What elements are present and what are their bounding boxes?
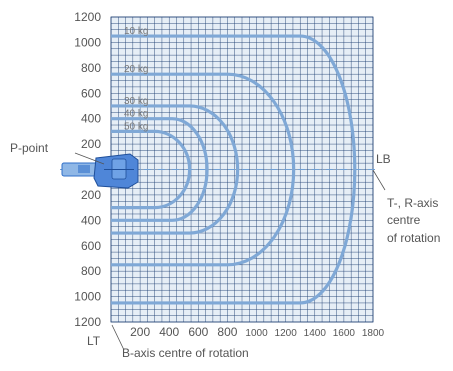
y-tick-label: 1000 xyxy=(74,290,101,304)
x-tick-label: 800 xyxy=(217,325,237,339)
p-point-pointer xyxy=(74,152,105,165)
lt-label: LT xyxy=(87,334,101,348)
load-curve xyxy=(111,117,209,222)
y-axis-ticks: 1200 1000 800 600 400 200 200 400 600 800 1000 1200 xyxy=(74,10,101,329)
t-r-axis-line-2: centre xyxy=(387,213,421,227)
t-r-axis-line-1: T-, R-axis xyxy=(387,196,438,210)
p-point-label: P-point xyxy=(10,141,49,155)
y-tick-label: 400 xyxy=(81,112,101,126)
load-curve xyxy=(111,72,296,267)
load-curve xyxy=(111,34,357,305)
x-tick-label: 200 xyxy=(130,325,150,339)
x-tick-label: 1800 xyxy=(362,328,385,339)
load-label: 30 kg xyxy=(124,96,148,107)
b-axis-label: B-axis centre of rotation xyxy=(122,346,249,360)
x-tick-label: 1600 xyxy=(333,328,356,339)
x-axis-ticks: 200 400 600 800 1000 1200 1400 1600 1800 xyxy=(130,325,384,339)
y-tick-label: 1200 xyxy=(74,315,101,329)
load-curve xyxy=(111,104,240,235)
load-curves xyxy=(111,34,357,305)
load-curve xyxy=(111,129,192,210)
y-tick-label: 800 xyxy=(81,264,101,278)
x-tick-label: 1000 xyxy=(245,328,268,339)
y-tick-label: 200 xyxy=(81,188,101,202)
t-r-axis-line-3: of rotation xyxy=(387,231,440,245)
robot-tool-icon xyxy=(61,153,139,189)
y-tick-label: 800 xyxy=(81,61,101,75)
load-label: 20 kg xyxy=(124,64,148,75)
y-tick-label: 600 xyxy=(81,86,101,100)
x-tick-label: 400 xyxy=(159,325,179,339)
load-label: 10 kg xyxy=(124,26,148,37)
y-tick-label: 400 xyxy=(81,213,101,227)
x-tick-label: 1400 xyxy=(304,328,327,339)
y-tick-label: 200 xyxy=(81,137,101,151)
load-label: 50 kg xyxy=(124,121,148,132)
b-axis-pointer xyxy=(111,324,125,351)
x-tick-label: 600 xyxy=(188,325,208,339)
load-label: 40 kg xyxy=(124,109,148,120)
t-r-axis-pointer xyxy=(372,169,386,191)
lb-label: LB xyxy=(376,152,391,166)
x-tick-label: 1200 xyxy=(275,328,298,339)
y-tick-label: 600 xyxy=(81,239,101,253)
y-tick-label: 1000 xyxy=(74,35,101,49)
y-tick-label: 1200 xyxy=(74,10,101,24)
